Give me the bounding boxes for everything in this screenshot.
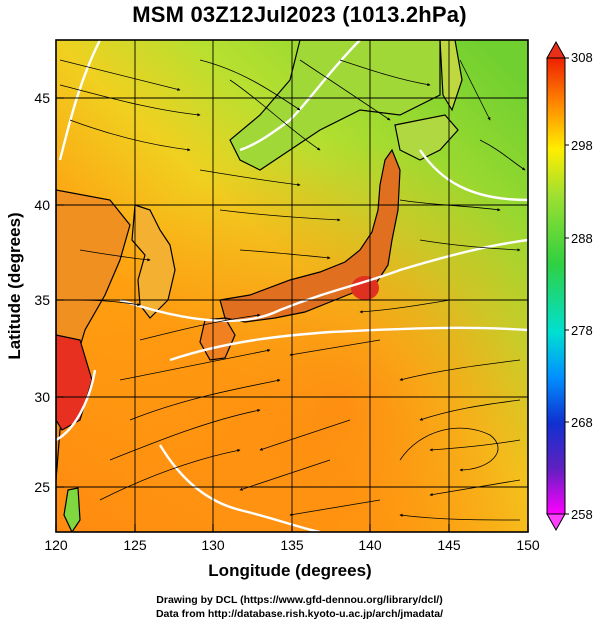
footer-credit-drawing: Drawing by DCL (https://www.gfd-dennou.o… <box>156 594 443 606</box>
x-axis-title: Longitude (degrees) <box>208 561 371 580</box>
graticule <box>56 40 528 532</box>
colorbar-tick-label: 278 <box>571 323 593 338</box>
colorbar-tick-label: 258 <box>571 507 593 522</box>
x-tick-label: 135 <box>280 537 304 553</box>
colorbar-min-arrow-icon <box>546 513 566 532</box>
x-tick-label: 130 <box>201 537 225 553</box>
coastline <box>56 40 463 532</box>
y-tick-label: 40 <box>34 197 50 213</box>
x-tick-label: 120 <box>44 537 68 553</box>
map-title: MSM 03Z12Jul2023 (1013.2hPa) <box>132 2 467 27</box>
x-tick-label: 125 <box>123 537 147 553</box>
colorbar-tick-label: 288 <box>571 231 593 246</box>
colorbar-tick-label: 308 <box>571 50 593 65</box>
y-tick-label: 45 <box>34 90 50 106</box>
y-tick-label: 35 <box>34 292 50 308</box>
y-axis-title: Latitude (degrees) <box>5 212 24 359</box>
x-tick-label: 150 <box>516 537 540 553</box>
colorbar-tick-label: 298 <box>571 138 593 153</box>
colorbar-max-arrow-icon <box>546 40 566 59</box>
x-tick-label: 145 <box>437 537 461 553</box>
colorbar: 308 298 288 278 268 258 <box>546 40 593 532</box>
y-tick-label: 25 <box>34 479 50 495</box>
isotherm-contours <box>56 40 528 532</box>
x-tick-label: 140 <box>358 537 382 553</box>
colorbar-tick-label: 268 <box>571 415 593 430</box>
footer-credit-data: Data from http://database.rish.kyoto-u.a… <box>155 608 444 620</box>
temperature-field <box>56 40 528 532</box>
y-tick-label: 30 <box>34 389 50 405</box>
